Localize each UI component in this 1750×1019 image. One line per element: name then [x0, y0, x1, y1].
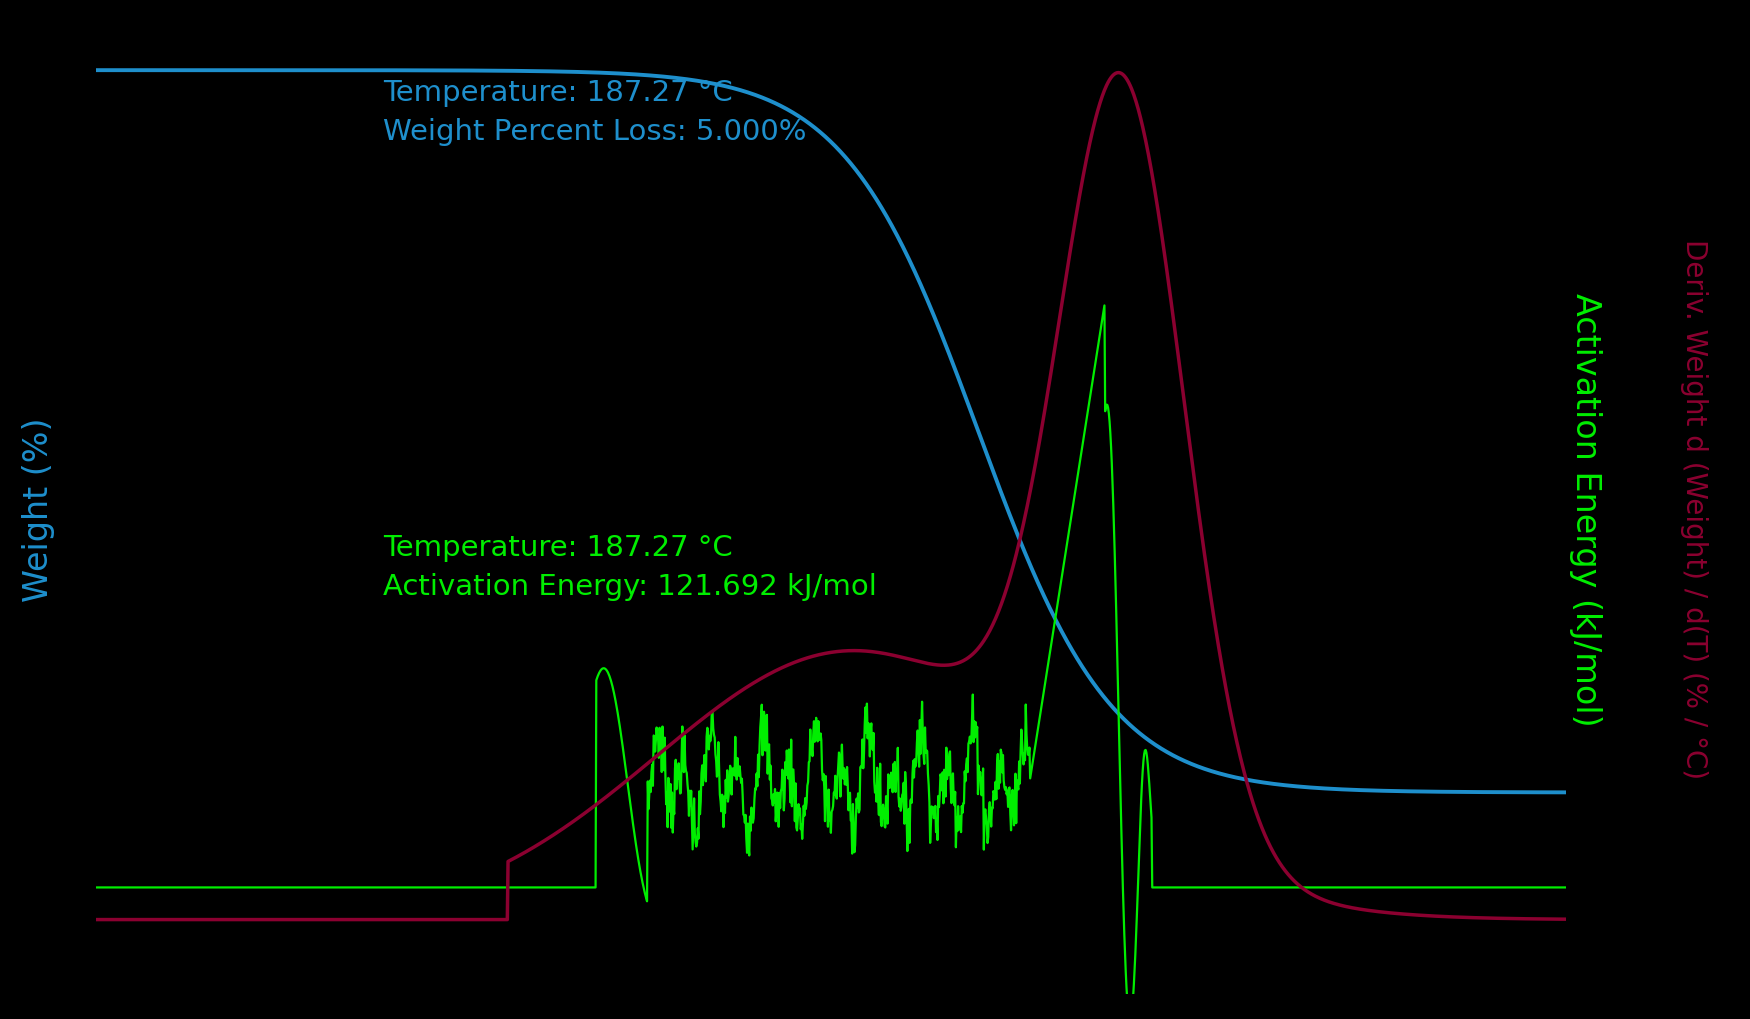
Text: Activation Energy (kJ/mol): Activation Energy (kJ/mol): [1570, 292, 1601, 727]
Text: Temperature: 187.27 °C
Activation Energy: 121.692 kJ/mol: Temperature: 187.27 °C Activation Energy…: [383, 534, 877, 601]
Text: Deriv. Weight d (Weight) / d(Τ) (% / °C): Deriv. Weight d (Weight) / d(Τ) (% / °C): [1680, 239, 1708, 780]
Text: Temperature: 187.27 °C
Weight Percent Loss: 5.000%: Temperature: 187.27 °C Weight Percent Lo…: [383, 78, 807, 146]
Text: Weight (%): Weight (%): [23, 417, 54, 602]
